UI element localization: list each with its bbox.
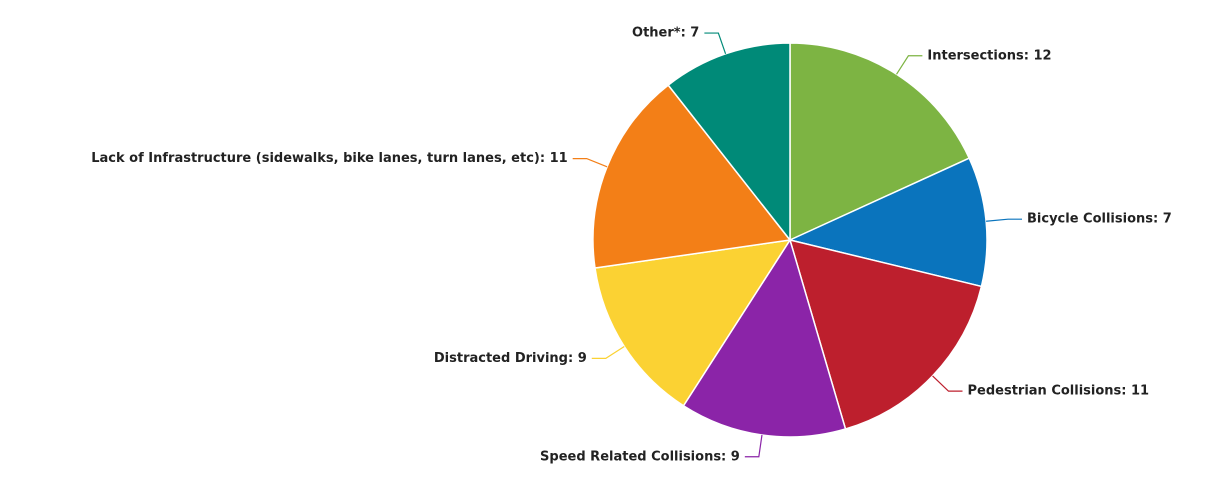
leader-line — [591, 346, 625, 359]
leader-line — [704, 32, 727, 55]
pie-slice — [594, 239, 792, 407]
data-label: Bicycle Collisions: 7 — [1027, 212, 1172, 227]
leader-line — [572, 158, 608, 168]
leader-line — [932, 375, 963, 392]
data-label: Intersections: 12 — [927, 48, 1051, 63]
data-label: Distracted Driving: 9 — [434, 351, 587, 366]
data-label: Pedestrian Collisions: 11 — [967, 384, 1149, 399]
data-label: Other*: 7 — [632, 26, 699, 41]
pie-slice — [592, 84, 792, 269]
pie-slice — [682, 238, 847, 438]
leader-line — [896, 55, 923, 75]
data-label: Speed Related Collisions: 9 — [540, 449, 740, 464]
data-label: Lack of Infrastructure (sidewalks, bike … — [91, 151, 567, 166]
leader-line — [744, 434, 763, 458]
pie-slice — [667, 42, 791, 243]
leader-line — [986, 218, 1023, 222]
